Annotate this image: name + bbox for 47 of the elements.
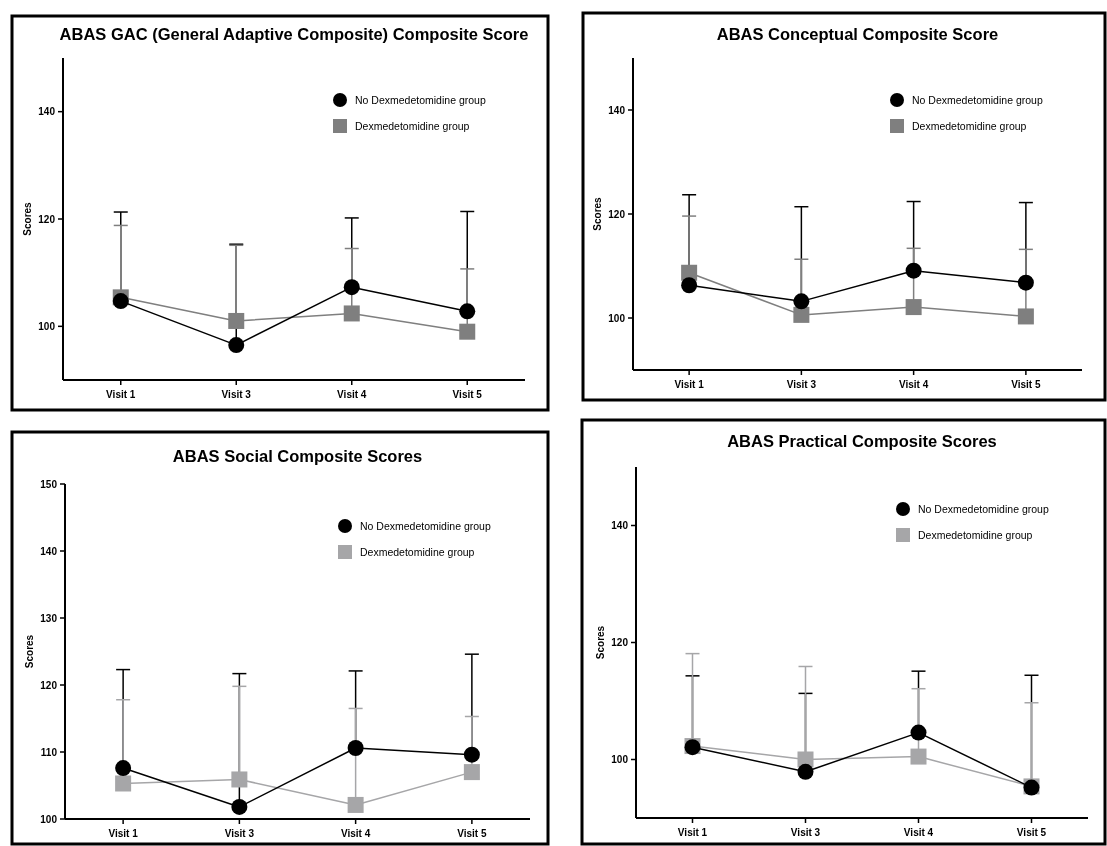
y-tick-label: 140 (40, 545, 58, 557)
y-tick-label: 140 (611, 520, 629, 531)
y-tick-label: 110 (40, 746, 58, 758)
y-tick-label: 140 (608, 104, 626, 116)
chart-title: ABAS Practical Composite Scores (727, 432, 997, 450)
x-tick-label: Visit 4 (337, 389, 367, 400)
y-tick-label: 150 (40, 478, 58, 490)
y-axis-title: Scores (592, 196, 603, 231)
x-tick-label: Visit 5 (1016, 827, 1047, 838)
chart-title: ABAS GAC (General Adaptive Composite) Composite Score (59, 25, 529, 43)
x-tick-label: Visit 5 (457, 828, 487, 839)
y-tick-label: 120 (38, 213, 56, 225)
x-tick-label: Visit 3 (224, 828, 255, 839)
y-tick-label: 120 (611, 637, 629, 648)
y-axis-title: Scores (595, 625, 606, 660)
x-tick-label: Visit 5 (1011, 379, 1041, 390)
legend-label: Dexmedetomidine group (918, 528, 1033, 541)
chart-title: ABAS Social Composite Scores (172, 447, 423, 465)
x-tick-label: Visit 1 (108, 828, 139, 839)
y-tick-label: 100 (40, 813, 58, 825)
x-tick-label: Visit 4 (898, 379, 929, 390)
y-axis-title: Scores (24, 634, 35, 669)
x-tick-label: Visit 4 (340, 828, 371, 839)
y-tick-label: 100 (611, 754, 629, 765)
legend-label: No Dexmedetomidine group (360, 519, 491, 532)
legend-label: Dexmedetomidine group (912, 119, 1027, 132)
x-tick-label: Visit 1 (677, 827, 708, 838)
legend-label: Dexmedetomidine group (355, 119, 470, 132)
legend-label: No Dexmedetomidine group (355, 93, 486, 106)
y-tick-label: 140 (38, 106, 56, 118)
legend-label: No Dexmedetomidine group (918, 502, 1049, 515)
x-tick-label: Visit 3 (221, 389, 252, 400)
legend-label: No Dexmedetomidine group (912, 93, 1043, 106)
x-tick-label: Visit 1 (674, 379, 705, 390)
x-tick-label: Visit 3 (786, 379, 817, 390)
y-tick-label: 100 (608, 312, 626, 324)
x-tick-label: Visit 1 (106, 389, 136, 400)
y-tick-label: 130 (40, 612, 58, 624)
y-axis-title: Scores (22, 201, 33, 236)
y-tick-label: 120 (40, 679, 58, 691)
y-tick-label: 120 (608, 208, 626, 220)
x-tick-label: Visit 5 (452, 389, 483, 400)
chart-title: ABAS Conceptual Composite Score (716, 25, 999, 43)
x-tick-label: Visit 3 (790, 827, 821, 838)
legend-label: Dexmedetomidine group (360, 545, 475, 558)
y-tick-label: 100 (38, 320, 56, 332)
x-tick-label: Visit 4 (903, 827, 934, 838)
